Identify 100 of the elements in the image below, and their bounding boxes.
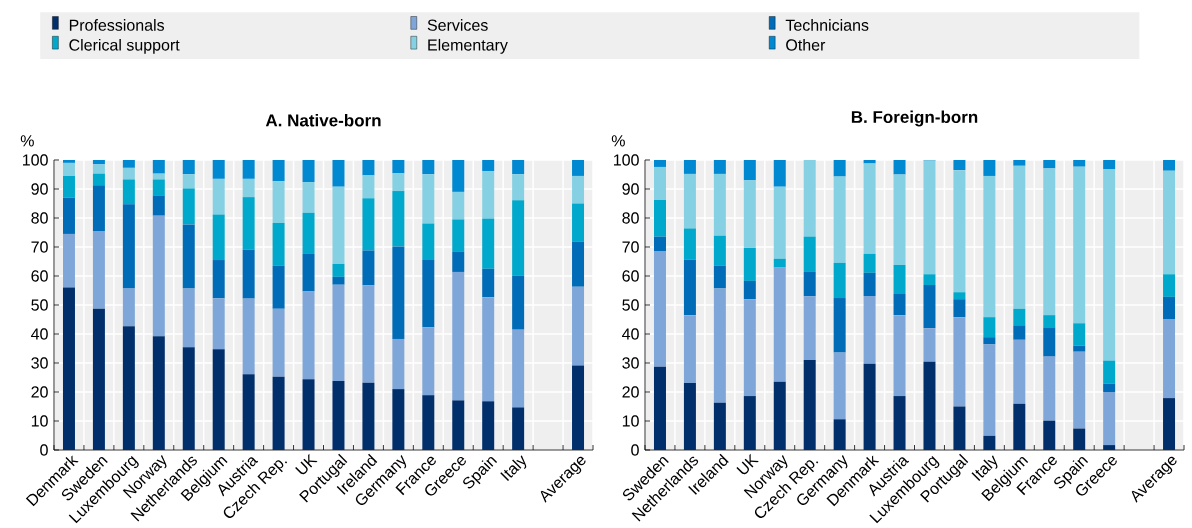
bar (1073, 351, 1086, 429)
bar (683, 228, 696, 260)
bar (392, 191, 405, 247)
bar (1073, 166, 1086, 324)
bar (122, 167, 135, 180)
bar (92, 160, 105, 165)
bar (1163, 170, 1176, 275)
bar (302, 160, 315, 183)
bar (1013, 325, 1026, 340)
bar (302, 182, 315, 213)
bar (833, 176, 846, 263)
bar (122, 288, 135, 327)
bar (833, 262, 846, 299)
bar (242, 160, 255, 179)
bar (332, 160, 345, 187)
bar (983, 317, 996, 338)
bar (1013, 165, 1026, 309)
bar (302, 291, 315, 380)
y-tick-label: 30 (31, 357, 48, 369)
y-tick-label: 60 (622, 270, 639, 282)
bar (152, 215, 165, 337)
y-axis-title: % (611, 135, 625, 147)
bar (92, 231, 105, 309)
bar (62, 175, 75, 198)
bar (332, 186, 345, 264)
bar (422, 174, 435, 224)
bar (773, 186, 786, 259)
bar (242, 298, 255, 375)
bar (863, 272, 876, 297)
bar (923, 274, 936, 285)
bar (182, 160, 195, 175)
y-tick-label: 10 (622, 415, 639, 427)
bar (212, 298, 225, 350)
bar (332, 263, 345, 277)
bar (482, 297, 495, 402)
bar (923, 328, 936, 362)
bar (1163, 398, 1176, 450)
y-tick-label: 20 (622, 386, 639, 398)
bar (773, 160, 786, 187)
legend-label: Elementary (428, 38, 508, 54)
bar (863, 363, 876, 450)
bar (1163, 160, 1176, 171)
bar (62, 287, 75, 450)
bar (713, 288, 726, 403)
bar (92, 185, 105, 232)
y-tick-label: 100 (23, 154, 48, 166)
bar (833, 160, 846, 177)
bar (572, 241, 585, 287)
bar (1163, 319, 1176, 399)
bar (242, 374, 255, 450)
y-tick-label: 10 (31, 415, 48, 427)
x-tick-label: Italy (500, 455, 527, 482)
y-tick-label: 50 (31, 299, 48, 311)
bar (1043, 327, 1056, 357)
y-tick-label: 80 (622, 212, 639, 224)
bar (1103, 160, 1116, 169)
bar (893, 160, 906, 175)
bar (653, 200, 666, 237)
bar (1043, 356, 1056, 421)
bar (983, 435, 996, 450)
bar (893, 315, 906, 397)
bar (422, 160, 435, 175)
bar (1103, 168, 1116, 361)
bar (923, 361, 936, 450)
bar (392, 160, 405, 174)
bar (242, 249, 255, 299)
bar (1073, 323, 1086, 346)
bar (1013, 403, 1026, 450)
y-axis-title: % (20, 135, 34, 147)
bar (122, 204, 135, 289)
bar (833, 419, 846, 450)
bar (392, 246, 405, 339)
bar (1013, 339, 1026, 404)
y-tick-label: 40 (31, 328, 48, 340)
bar (1043, 168, 1056, 316)
bar (482, 160, 495, 172)
bar (713, 173, 726, 236)
bar (212, 349, 225, 450)
bar (452, 160, 465, 192)
y-tick-label: 80 (31, 212, 48, 224)
bar (182, 174, 195, 189)
bar (833, 352, 846, 420)
legend-label: Technicians (785, 19, 869, 31)
bar (512, 329, 525, 408)
bar (953, 406, 966, 450)
y-tick-label: 30 (622, 357, 639, 369)
bar (653, 236, 666, 252)
bar (512, 174, 525, 201)
bar (743, 160, 756, 181)
y-tick-label: 0 (40, 444, 48, 456)
bar (863, 253, 876, 273)
bar (302, 379, 315, 450)
bar (803, 236, 816, 272)
y-tick-label: 90 (31, 183, 48, 195)
bar (152, 179, 165, 196)
legend-label: Other (786, 38, 826, 51)
bar (743, 396, 756, 450)
bar (803, 360, 816, 450)
bar (92, 164, 105, 174)
bar (122, 179, 135, 205)
